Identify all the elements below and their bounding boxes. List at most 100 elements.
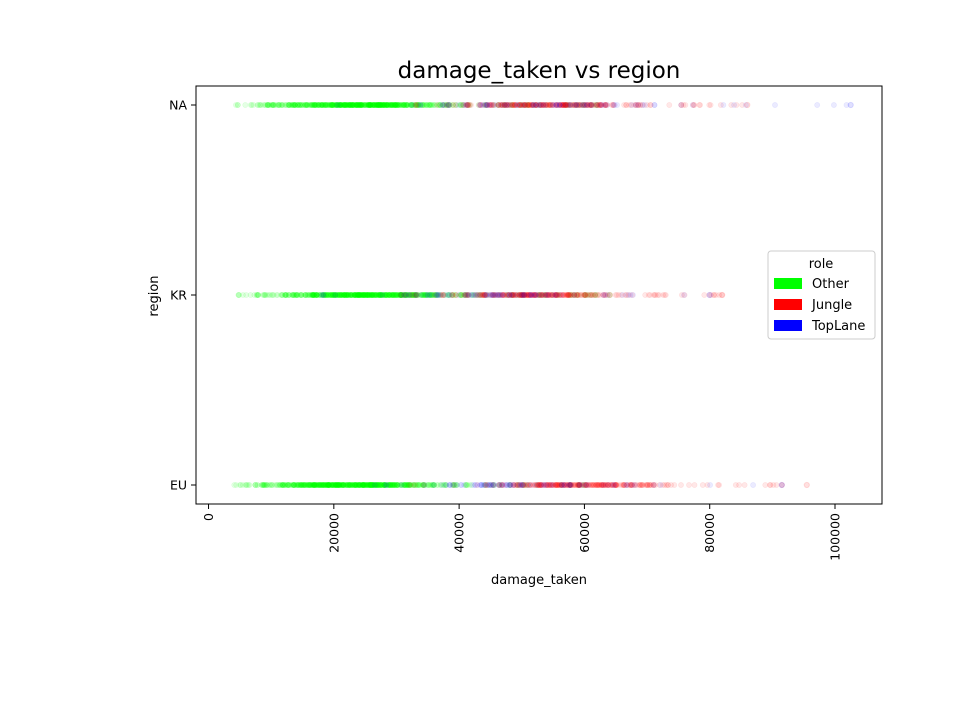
scatter-point: [277, 102, 284, 108]
scatter-point: [393, 102, 400, 108]
scatter-point: [286, 102, 292, 108]
scatter-point: [408, 102, 415, 108]
scatter-point: [531, 292, 538, 298]
scatter-point: [393, 102, 400, 108]
scatter-point: [358, 102, 365, 108]
scatter-point: [387, 102, 394, 108]
scatter-point: [343, 102, 350, 108]
scatter-point: [309, 102, 315, 108]
scatter-point: [445, 102, 452, 108]
scatter-point: [414, 102, 420, 108]
scatter-point: [464, 102, 471, 108]
scatter-point: [341, 102, 347, 108]
scatter-point: [411, 482, 418, 488]
scatter-point: [369, 102, 376, 108]
scatter-point: [354, 102, 361, 108]
scatter-point: [294, 102, 301, 108]
scatter-point: [434, 292, 441, 298]
scatter-point: [414, 102, 421, 108]
scatter-point: [553, 292, 560, 298]
scatter-point: [571, 292, 578, 298]
scatter-point: [336, 102, 342, 108]
scatter-point: [720, 102, 727, 108]
scatter-point: [397, 102, 404, 108]
scatter-point: [388, 102, 394, 108]
scatter-point: [384, 102, 390, 108]
scatter-point: [373, 102, 380, 108]
scatter-point: [762, 482, 769, 488]
scatter-point: [333, 102, 340, 108]
scatter-point: [398, 102, 405, 108]
scatter-point: [282, 102, 289, 108]
scatter-point: [447, 102, 453, 108]
scatter-point: [412, 102, 419, 108]
scatter-point: [357, 102, 364, 108]
scatter-point: [308, 102, 315, 108]
scatter-point: [400, 102, 407, 108]
scatter-point: [292, 102, 299, 108]
scatter-point: [377, 102, 384, 108]
legend-label-toplane: TopLane: [811, 319, 865, 334]
scatter-point: [311, 102, 317, 108]
x-tick-label: 80000: [702, 513, 717, 553]
scatter-point: [421, 482, 428, 488]
scatter-point: [319, 102, 326, 108]
scatter-point: [307, 102, 314, 108]
scatter-point: [295, 102, 301, 108]
scatter-point: [385, 102, 392, 108]
scatter-point: [391, 102, 398, 108]
scatter-point: [350, 102, 357, 108]
scatter-point: [404, 102, 411, 108]
scatter-point: [346, 102, 353, 108]
scatter-point: [392, 102, 399, 108]
scatter-point: [487, 102, 494, 108]
scatter-point: [472, 482, 478, 488]
scatter-point: [328, 102, 335, 108]
scatter-point: [517, 482, 524, 488]
scatter-point: [286, 102, 293, 108]
scatter-point: [831, 102, 837, 108]
scatter-point: [321, 102, 328, 108]
scatter-point: [537, 102, 544, 108]
scatter-point: [236, 292, 242, 298]
scatter-point: [592, 292, 599, 298]
scatter-point: [388, 102, 395, 108]
scatter-point: [495, 482, 502, 488]
scatter-point: [326, 102, 333, 108]
scatter-point: [374, 102, 380, 108]
scatter-point: [266, 482, 273, 488]
scatter-point: [376, 102, 383, 108]
scatter-point: [678, 102, 685, 108]
scatter-point: [342, 102, 349, 108]
scatter-point: [315, 102, 322, 108]
scatter-point: [462, 292, 469, 298]
scatter-point: [477, 292, 484, 298]
scatter-point: [367, 102, 374, 108]
scatter-point: [302, 102, 308, 108]
scatter-point: [362, 102, 369, 108]
scatter-point: [358, 102, 365, 108]
scatter-point: [312, 102, 319, 108]
scatter-point: [261, 482, 268, 488]
scatter-point: [377, 102, 384, 108]
scatter-point: [642, 482, 649, 488]
scatter-point: [288, 102, 294, 108]
scatter-point: [567, 102, 574, 108]
scatter-point: [334, 102, 341, 108]
scatter-point: [417, 102, 424, 108]
scatter-point: [335, 102, 342, 108]
scatter-point: [269, 102, 276, 108]
scatter-point: [315, 102, 322, 108]
scatter-point: [366, 102, 372, 108]
scatter-point: [430, 482, 437, 488]
scatter-point: [302, 292, 308, 298]
scatter-point: [265, 102, 272, 108]
scatter-point: [371, 102, 378, 108]
scatter-point: [401, 102, 407, 108]
scatter-point: [243, 292, 250, 298]
scatter-point: [385, 102, 392, 108]
legend-swatch-jungle: [774, 299, 802, 310]
scatter-point: [349, 102, 356, 108]
scatter-point: [691, 482, 698, 488]
